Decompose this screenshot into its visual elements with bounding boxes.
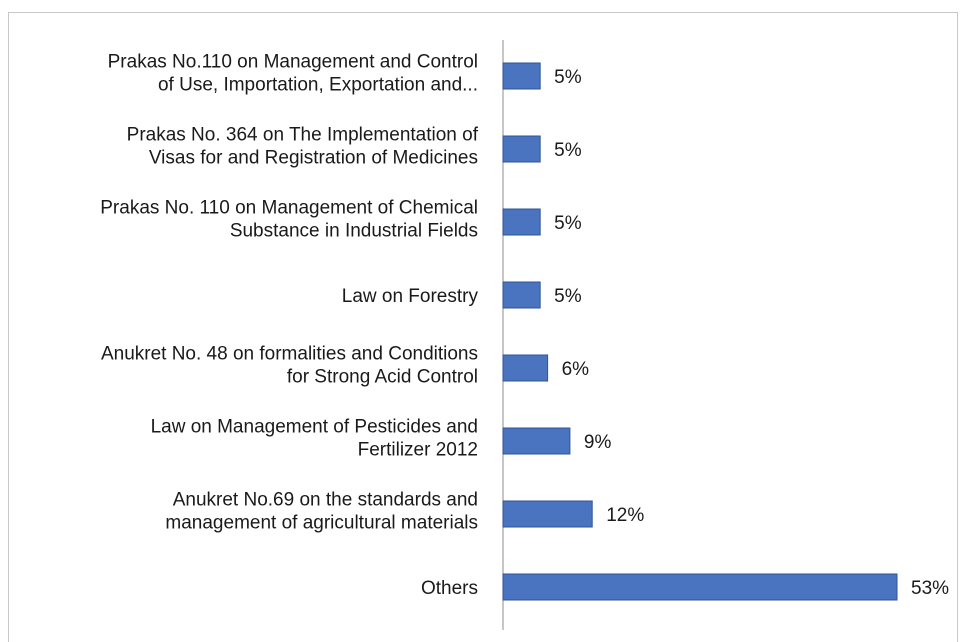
category-label-1: Prakas No. 364 on The Implementation of V… (127, 125, 479, 169)
bar-1 (502, 135, 541, 163)
bar-0 (502, 62, 541, 90)
value-label-1: 5% (554, 140, 582, 161)
bar-2 (502, 208, 541, 236)
bar-6 (502, 500, 593, 528)
value-label-5: 9% (584, 432, 612, 453)
category-label-6: Anukret No.69 on the standards and manage… (165, 490, 478, 534)
category-label-0: Prakas No.110 on Management and Control o… (108, 52, 478, 96)
value-label-4: 6% (562, 359, 590, 380)
bar-5 (502, 427, 571, 455)
category-label-2: Prakas No. 110 on Management of Chemical… (100, 198, 478, 242)
bar-4 (502, 354, 549, 382)
chart-frame (8, 12, 958, 642)
category-label-3: Law on Forestry (342, 286, 479, 307)
value-label-2: 5% (554, 213, 582, 234)
value-label-6: 12% (606, 505, 644, 526)
bar-7 (502, 573, 898, 601)
value-label-3: 5% (554, 286, 582, 307)
value-label-7: 53% (911, 578, 949, 599)
value-label-0: 5% (554, 67, 582, 88)
category-label-5: Law on Management of Pesticides and Ferti… (151, 417, 478, 461)
category-label-7: Others (421, 578, 478, 599)
category-label-4: Anukret No. 48 on formalities and Condit… (101, 344, 478, 388)
bar-3 (502, 281, 541, 309)
